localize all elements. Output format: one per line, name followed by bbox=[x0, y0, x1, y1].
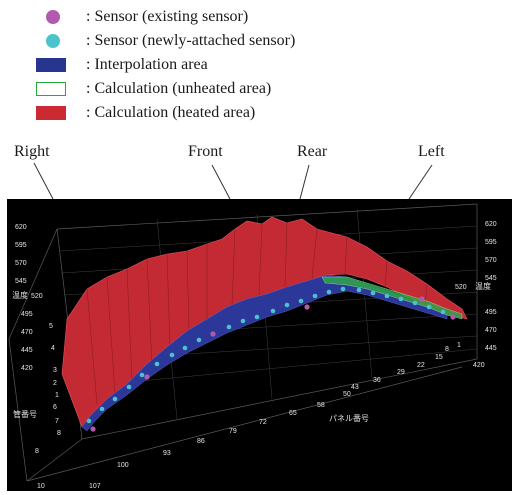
panel-tick: 50 bbox=[343, 391, 351, 398]
panel-tick: 72 bbox=[259, 419, 267, 426]
panel-tick: 36 bbox=[373, 377, 381, 384]
view-label-right: Right bbox=[14, 143, 50, 160]
legend-label: : Sensor (existing sensor) bbox=[86, 8, 249, 25]
tube-axis-ticks: 5 4 3 2 1 6 7 8 8 10 管番号 bbox=[13, 323, 61, 490]
z-tick: 445 bbox=[21, 347, 33, 354]
z-tick: 445 bbox=[485, 345, 497, 352]
tube-tick: 10 bbox=[37, 483, 45, 490]
z-tick: 470 bbox=[21, 329, 33, 336]
panel-tick: 93 bbox=[163, 450, 171, 457]
panel-tick: 29 bbox=[397, 369, 405, 376]
tube-tick: 1 bbox=[55, 392, 59, 399]
new-sensor-markers bbox=[86, 286, 446, 424]
panel-axis-ticks: 107 100 93 86 79 72 65 58 50 43 36 29 22… bbox=[89, 342, 461, 490]
tube-tick: 5 bbox=[49, 323, 53, 330]
tube-tick: 2 bbox=[53, 380, 57, 387]
z-tick: 420 bbox=[473, 362, 485, 369]
sensor-markers bbox=[86, 286, 456, 432]
z-tick: 420 bbox=[21, 365, 33, 372]
legend-label: : Interpolation area bbox=[86, 56, 208, 73]
panel-tick: 65 bbox=[289, 410, 297, 417]
tube-tick: 8 bbox=[57, 430, 61, 437]
z-tick: 570 bbox=[485, 257, 497, 264]
legend-label: : Sensor (newly-attached sensor) bbox=[86, 32, 296, 49]
z-axis-ticks-left: 620 595 570 545 520 495 470 445 420 温度 bbox=[12, 224, 43, 372]
panel-tick: 43 bbox=[351, 384, 359, 391]
legend-label: : Calculation (heated area) bbox=[86, 104, 256, 121]
view-label-left: Left bbox=[418, 143, 445, 160]
z-tick: 495 bbox=[485, 309, 497, 316]
tube-tick: 6 bbox=[53, 404, 57, 411]
panel-tick: 8 bbox=[445, 346, 449, 353]
tube-tick: 4 bbox=[51, 345, 55, 352]
z-tick: 470 bbox=[485, 327, 497, 334]
existing-sensor-markers bbox=[90, 296, 456, 432]
view-label-rear: Rear bbox=[297, 143, 328, 160]
panel-tick: 22 bbox=[417, 362, 425, 369]
new-sensor-marker-icon bbox=[46, 34, 60, 48]
tube-tick: 8 bbox=[35, 448, 39, 455]
panel-axis-title: パネル番号 bbox=[329, 413, 369, 423]
panel-tick: 15 bbox=[435, 354, 443, 361]
z-tick: 495 bbox=[21, 311, 33, 318]
z-tick: 595 bbox=[485, 239, 497, 246]
panel-tick: 79 bbox=[229, 428, 237, 435]
3d-temperature-plot: 620 595 570 545 520 495 470 445 420 温度 6… bbox=[7, 199, 512, 491]
unheated-surface bbox=[321, 276, 463, 320]
tube-axis-title: 管番号 bbox=[13, 409, 37, 419]
z-tick: 545 bbox=[15, 278, 27, 285]
unheated-swatch bbox=[36, 82, 66, 96]
view-label-front: Front bbox=[188, 143, 223, 160]
existing-sensor-marker-icon bbox=[46, 10, 60, 24]
z-tick: 545 bbox=[485, 275, 497, 282]
plot-box bbox=[8, 203, 478, 482]
panel-tick: 107 bbox=[89, 483, 101, 490]
panel-tick: 58 bbox=[317, 402, 325, 409]
tube-tick: 7 bbox=[55, 418, 59, 425]
panel-tick: 86 bbox=[197, 438, 205, 445]
tube-tick: 3 bbox=[53, 367, 57, 374]
z-tick: 620 bbox=[15, 224, 27, 231]
legend-label: : Calculation (unheated area) bbox=[86, 80, 272, 97]
heated-swatch bbox=[36, 106, 66, 120]
z-tick: 595 bbox=[15, 242, 27, 249]
z-axis-title: 温度 bbox=[475, 281, 491, 291]
panel-tick: 100 bbox=[117, 462, 129, 469]
plot-canvas: 620 595 570 545 520 495 470 445 420 温度 6… bbox=[8, 203, 497, 490]
interpolation-swatch bbox=[36, 58, 66, 72]
z-axis-ticks-right: 620 595 570 545 520 495 470 445 420 温度 bbox=[455, 221, 497, 369]
interpolation-surface bbox=[81, 274, 448, 432]
z-tick: 620 bbox=[485, 221, 497, 228]
panel-tick: 1 bbox=[457, 342, 461, 349]
z-tick: 570 bbox=[15, 260, 27, 267]
z-axis-title: 温度 bbox=[12, 290, 28, 300]
z-tick: 520 bbox=[31, 293, 43, 300]
z-tick: 520 bbox=[455, 284, 467, 291]
